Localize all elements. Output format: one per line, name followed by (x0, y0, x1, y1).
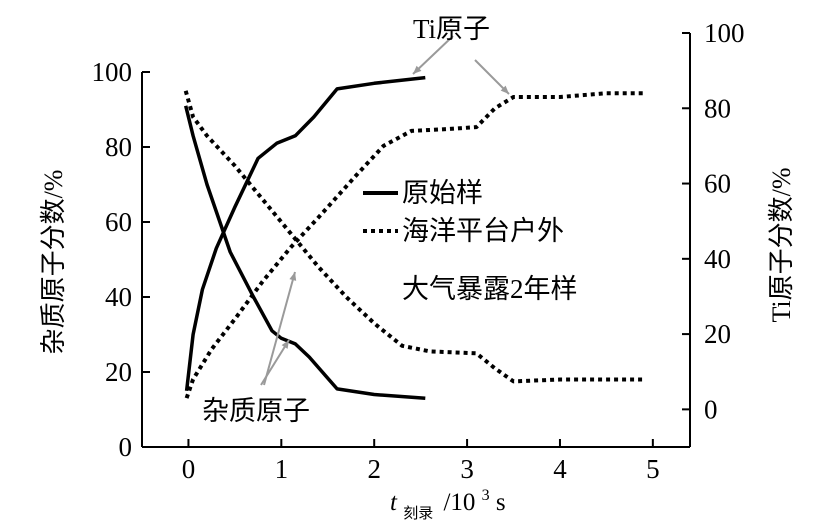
arrow-ti-to-dotted-head (500, 85, 509, 94)
axes: 0 1 2 3 4 5 0 20 40 60 80 100 0 20 40 60 80 100 (92, 18, 745, 484)
y-right-tick-label: 80 (704, 93, 731, 123)
x-axis-label: t 刻录 /10 3 s (390, 479, 506, 524)
arrow-ti-to-solid-head (413, 65, 422, 74)
legend-label-original: 原始样 (402, 178, 483, 208)
x-axis-label-sub: 刻录 (403, 505, 433, 522)
annotation-arrows (260, 35, 510, 386)
x-axis-label-var: t (390, 489, 398, 516)
arrow-impurity-to-dotted (263, 271, 296, 386)
y-right-tick-label: 100 (704, 18, 745, 48)
annotation-impurity-atom: 杂质原子 (202, 396, 310, 426)
y-left-axis-label: 杂质原子分数/% (39, 170, 68, 355)
legend-label-exposure: 大气暴露2年样 (402, 274, 578, 304)
x-axis-label-unit: /10 (443, 489, 475, 516)
y-left-tick-label: 100 (92, 57, 133, 87)
arrow-impurity-to-solid-head (281, 340, 289, 349)
y-left-tick-label: 0 (119, 432, 133, 462)
arrow-impurity-to-dotted-head (289, 272, 297, 281)
x-tick-label: 0 (182, 454, 196, 484)
x-axis-label-seconds: s (496, 489, 506, 516)
y-left-tick-label: 20 (105, 357, 132, 387)
series-solid-impurity-line (184, 105, 426, 401)
y-right-tick-label: 0 (704, 394, 718, 424)
y-right-tick-label: 20 (704, 319, 731, 349)
x-tick-label: 5 (646, 454, 660, 484)
y-right-tick-label: 40 (704, 244, 731, 274)
annotation-ti-atom: Ti原子 (413, 14, 490, 44)
y-left-tick-label: 40 (105, 282, 132, 312)
arrow-ti-to-solid (412, 35, 454, 75)
y-left-tick-label: 60 (105, 207, 132, 237)
series-solid-ti-line (184, 75, 426, 392)
series-dotted-impurity-line (183, 90, 644, 384)
legend-label-offshore: 海洋平台户外 (402, 216, 564, 246)
x-tick-label: 3 (460, 454, 474, 484)
series-dotted-ti-line (184, 91, 644, 399)
x-tick-label: 4 (553, 454, 567, 484)
x-tick-label: 2 (367, 454, 381, 484)
y-right-tick-label: 60 (704, 169, 731, 199)
series-layer (183, 75, 644, 401)
x-tick-label: 1 (275, 454, 289, 484)
legend: 原始样 海洋平台户外 大气暴露2年样 (363, 178, 578, 304)
y-left-tick-label: 80 (105, 132, 132, 162)
y-right-axis-label: Ti原子分数/% (767, 167, 796, 322)
x-axis-label-sup: 3 (482, 487, 490, 504)
